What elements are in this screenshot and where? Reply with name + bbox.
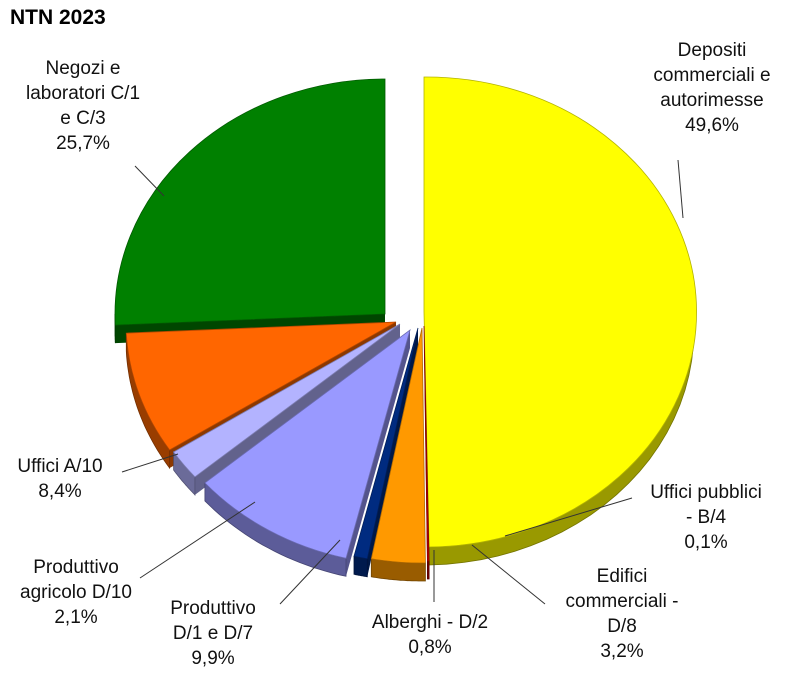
leader-lines [121,159,684,605]
slice-value-depositi: 49,6% [685,115,739,136]
slice-label-line-uffici_pubblici: - B/4 [686,507,727,528]
slice-label-uffici_pubblici: Uffici pubblici - B/4 0,1% [650,482,762,553]
pie-slice-produttivo_d1_d7 [204,328,411,559]
slice-label-line-edifici_commerciali: D/8 [607,616,637,637]
slice-label-line-depositi: Depositi [678,40,747,61]
slice-label-alberghi: Alberghi - D/2 0,8% [372,612,488,658]
slice-labels: Depositi commerciali e autorimesse 49,6% Uff… [17,40,770,669]
pie-slice-edifici_commerciali [370,327,426,564]
slice-label-line-produttivo_d1_d7: Produttivo [170,598,256,619]
leader-line-depositi [677,159,684,219]
slice-label-line-edifici_commerciali: commerciali - [566,591,679,612]
slice-label-produttivo_d1_d7: Produttivo D/1 e D/7 9,9% [170,598,256,669]
pie-side-alberghi [353,555,368,578]
slice-value-produttivo_agricolo: 2,1% [54,607,97,628]
slice-label-line-produttivo_agricolo: agricolo D/10 [20,582,132,603]
slice-value-alberghi: 0,8% [408,637,451,658]
pie-side-uffici_pubblici [427,560,430,580]
leader-line-negozi [134,165,165,197]
pie-slice-depositi [423,76,697,548]
slice-label-negozi: Negozi e laboratori C/1 e C/3 25,7% [26,58,140,154]
slice-label-line-produttivo_agricolo: Produttivo [33,557,119,578]
slice-label-line-negozi: laboratori C/1 [26,83,140,104]
leader-line-edifici_commerciali [471,544,546,605]
leader-line-uffici_a10 [121,453,179,473]
pie-slice-uffici_a10 [125,321,397,451]
leader-line-uffici_pubblici [504,497,633,537]
slice-value-produttivo_d1_d7: 9,9% [191,648,234,669]
leader-line-produttivo_d1_d7 [279,539,341,605]
chart-title: NTN 2023 [10,6,106,29]
slice-label-edifici_commerciali: Edifici commerciali - D/8 3,2% [566,566,679,662]
slice-value-uffici_a10: 8,4% [38,481,81,502]
slice-label-line-negozi: Negozi e [46,58,121,79]
slice-label-line-edifici_commerciali: Edifici [597,566,648,587]
slice-label-produttivo_agricolo: Produttivo agricolo D/10 2,1% [20,557,132,628]
slice-label-line-alberghi: Alberghi - D/2 [372,612,488,633]
slice-label-line-negozi: e C/3 [60,108,105,129]
slice-label-line-produttivo_d1_d7: D/1 e D/7 [173,623,253,644]
slice-label-depositi: Depositi commerciali e autorimesse 49,6% [653,40,770,136]
slice-value-edifici_commerciali: 3,2% [600,641,643,662]
slice-label-line-uffici_a10: Uffici A/10 [17,456,102,477]
slice-label-uffici_a10: Uffici A/10 8,4% [17,456,102,502]
pie-tops [114,76,697,564]
leader-line-produttivo_agricolo [139,501,256,579]
pie-slice-uffici_pubblici [423,325,430,562]
slice-label-line-depositi: commerciali e [653,65,770,86]
slice-value-negozi: 25,7% [56,133,110,154]
pie-slice-alberghi [353,327,419,560]
pie-edge-alberghi-0 [367,328,418,577]
slice-value-uffici_pubblici: 0,1% [684,532,727,553]
slice-label-line-uffici_pubblici: Uffici pubblici [650,482,762,503]
pie-edge-produttivo_d1_d7-0 [346,330,410,577]
pie-slice-negozi [114,78,386,326]
slice-label-line-depositi: autorimesse [660,90,764,111]
pie-slice-produttivo_agricolo [173,323,401,478]
